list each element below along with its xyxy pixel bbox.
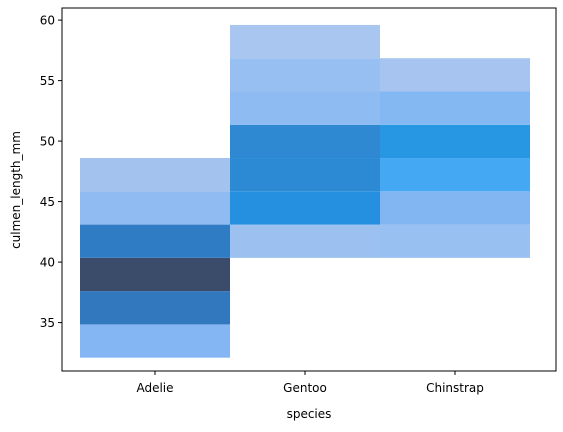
histogram-bin-gentoo-6 xyxy=(230,224,380,258)
y-tick-label: 40 xyxy=(40,256,55,270)
y-tick-label: 55 xyxy=(40,74,55,88)
y-tick-label: 50 xyxy=(40,135,55,149)
histogram-bin-adelie-3 xyxy=(80,224,230,258)
x-tick-label: Adelie xyxy=(136,381,173,395)
histogram-bin-chinstrap-15 xyxy=(380,158,530,192)
histogram-bin-gentoo-10 xyxy=(230,91,380,125)
histogram-bin-chinstrap-13 xyxy=(380,224,530,258)
y-tick-label: 60 xyxy=(40,14,55,28)
y-tick-label: 35 xyxy=(40,316,55,330)
histogram-bin-adelie-4 xyxy=(80,191,230,225)
histogram-bin-gentoo-7 xyxy=(230,191,380,225)
y-axis-label: culmen_length_mm xyxy=(9,131,23,249)
histogram-bin-adelie-1 xyxy=(80,291,230,325)
plot-frame xyxy=(61,7,557,372)
x-tick-label: Chinstrap xyxy=(426,381,484,395)
histogram-bin-chinstrap-17 xyxy=(380,91,530,125)
histogram-bin-gentoo-9 xyxy=(230,124,380,159)
histogram-bin-gentoo-8 xyxy=(230,158,380,192)
x-axis-label: species xyxy=(287,407,332,421)
histogram-bin-adelie-2 xyxy=(80,257,230,292)
y-axis: 35 40 45 50 55 60 xyxy=(40,14,62,330)
x-tick-label: Gentoo xyxy=(283,381,327,395)
bins-layer xyxy=(80,24,530,358)
x-axis: Adelie Gentoo Chinstrap xyxy=(136,371,484,395)
histogram-bin-adelie-0 xyxy=(80,324,230,358)
histogram-bin-chinstrap-16 xyxy=(380,124,530,159)
histogram-bin-chinstrap-14 xyxy=(380,191,530,225)
histogram-bin-chinstrap-18 xyxy=(380,58,530,92)
histogram-bin-gentoo-12 xyxy=(230,24,380,59)
histogram-bin-gentoo-11 xyxy=(230,58,380,92)
y-tick-label: 45 xyxy=(40,195,55,209)
histogram-bin-adelie-5 xyxy=(80,158,230,192)
